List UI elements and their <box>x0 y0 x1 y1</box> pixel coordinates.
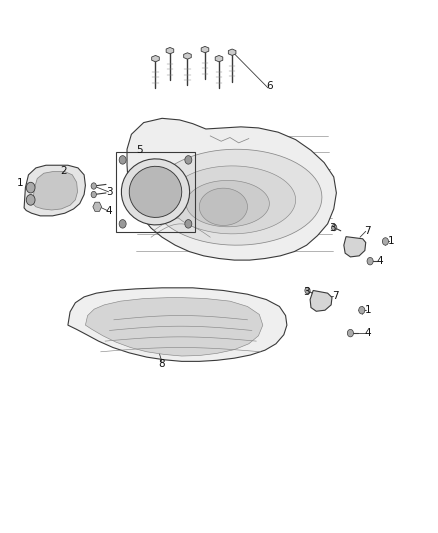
Polygon shape <box>228 49 236 55</box>
Text: 6: 6 <box>266 82 273 91</box>
Polygon shape <box>152 55 159 62</box>
Circle shape <box>367 257 373 265</box>
Polygon shape <box>85 297 263 356</box>
Text: 1: 1 <box>364 305 371 315</box>
Circle shape <box>91 183 96 189</box>
Circle shape <box>26 182 35 193</box>
Text: 4: 4 <box>105 206 112 215</box>
Polygon shape <box>68 288 287 361</box>
Polygon shape <box>199 188 247 225</box>
Circle shape <box>119 220 126 228</box>
Polygon shape <box>215 55 223 62</box>
Polygon shape <box>151 149 322 245</box>
Circle shape <box>359 306 365 314</box>
Polygon shape <box>33 172 78 210</box>
Circle shape <box>347 329 353 337</box>
Circle shape <box>305 287 310 294</box>
Polygon shape <box>186 181 269 227</box>
Text: 7: 7 <box>332 291 339 301</box>
Text: 7: 7 <box>364 227 371 236</box>
Text: 3: 3 <box>303 287 310 296</box>
Text: 2: 2 <box>60 166 67 175</box>
Text: 3: 3 <box>329 223 336 233</box>
Text: 5: 5 <box>136 146 143 155</box>
Circle shape <box>332 224 337 231</box>
Polygon shape <box>24 165 85 216</box>
Polygon shape <box>310 290 332 311</box>
Polygon shape <box>201 46 209 53</box>
Polygon shape <box>93 202 102 212</box>
Polygon shape <box>169 166 296 234</box>
Text: 1: 1 <box>388 237 395 246</box>
Text: 1: 1 <box>16 179 23 188</box>
Polygon shape <box>344 237 366 257</box>
Circle shape <box>119 156 126 164</box>
Polygon shape <box>121 159 190 225</box>
Circle shape <box>91 191 96 198</box>
Text: 4: 4 <box>364 328 371 338</box>
Circle shape <box>185 220 192 228</box>
Text: 4: 4 <box>376 256 383 266</box>
Polygon shape <box>166 47 174 54</box>
Polygon shape <box>129 166 182 217</box>
Text: 3: 3 <box>106 187 113 197</box>
Circle shape <box>382 238 389 245</box>
Circle shape <box>26 195 35 205</box>
Text: 8: 8 <box>159 359 166 368</box>
Polygon shape <box>127 118 336 260</box>
Circle shape <box>185 156 192 164</box>
Polygon shape <box>184 53 191 59</box>
